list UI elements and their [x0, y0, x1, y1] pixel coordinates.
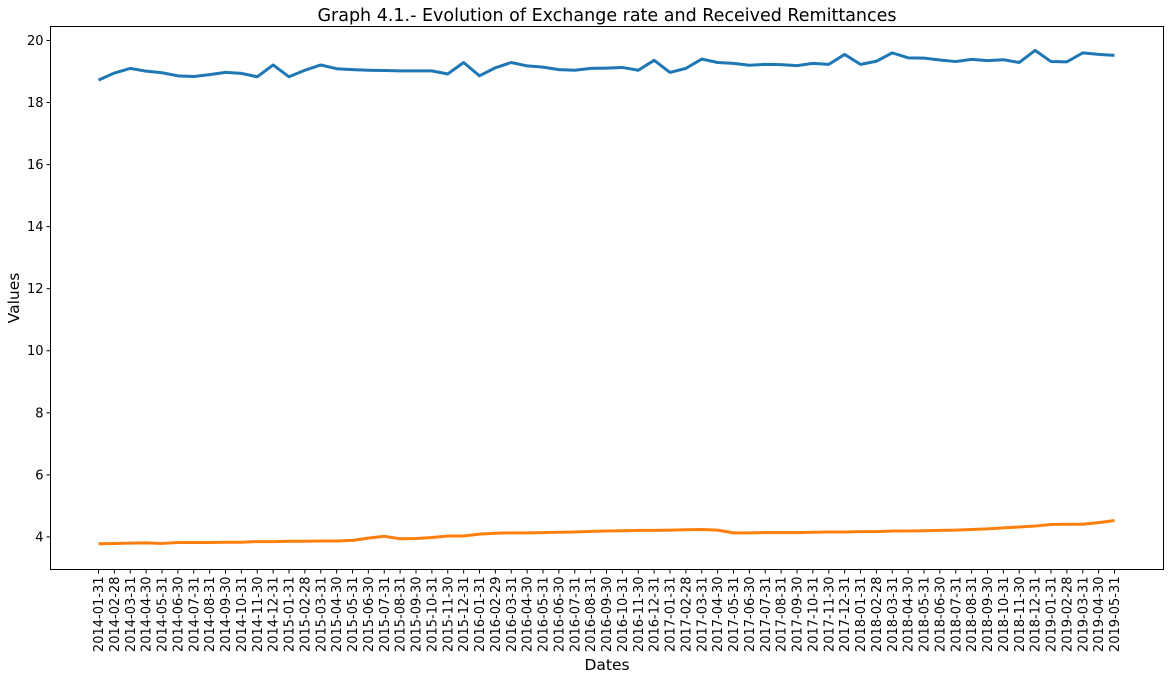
x-tick-label: 2017-12-31 — [838, 577, 853, 653]
y-tick-label: 10 — [27, 344, 44, 359]
x-tick-label: 2014-02-28 — [108, 577, 123, 653]
x-tick-label: 2017-02-28 — [679, 577, 694, 653]
x-tick-label: 2018-12-31 — [1029, 577, 1044, 653]
x-tick-label: 2016-10-31 — [616, 577, 631, 653]
x-tick-label: 2014-08-31 — [203, 577, 218, 653]
x-tick-label: 2015-12-31 — [457, 577, 472, 653]
y-tick-label: 16 — [27, 158, 44, 173]
x-tick-label: 2016-02-29 — [489, 577, 504, 653]
x-tick-label: 2017-09-30 — [791, 577, 806, 653]
x-tick-label: 2018-04-30 — [902, 577, 917, 653]
x-tick-label: 2018-02-28 — [870, 577, 885, 653]
series-line-1 — [97, 48, 1115, 82]
x-tick-label: 2018-05-31 — [918, 577, 933, 653]
x-tick-label: 2018-06-30 — [933, 577, 948, 653]
x-tick-label: 2017-08-31 — [775, 577, 790, 653]
x-tick-label: 2017-04-30 — [711, 577, 726, 653]
y-axis-label: Values — [5, 273, 23, 324]
y-axis: 4 6 8 10 12 14 16 18 20 — [27, 34, 51, 545]
x-tick-label: 2015-06-30 — [362, 577, 377, 653]
axes-frame — [50, 26, 1164, 570]
x-tick-label: 2018-08-31 — [965, 577, 980, 653]
x-tick-label: 2014-03-31 — [124, 577, 139, 653]
x-tick-label: 2018-10-31 — [997, 577, 1012, 653]
y-tick-label: 18 — [27, 96, 44, 111]
y-tick-label: 8 — [35, 406, 43, 421]
x-tick-label: 2016-12-31 — [648, 577, 663, 653]
x-tick-label: 2015-10-31 — [425, 577, 440, 653]
chart-title: Graph 4.1.- Evolution of Exchange rate a… — [317, 6, 896, 26]
x-tick-label: 2018-07-31 — [949, 577, 964, 653]
x-tick-label: 2015-05-31 — [346, 577, 361, 653]
x-tick-label: 2017-01-31 — [664, 577, 679, 653]
x-tick-label: 2014-07-31 — [187, 577, 202, 653]
x-tick-label: 2017-11-30 — [822, 577, 837, 653]
x-tick-label: 2016-11-30 — [632, 577, 647, 653]
x-tick-label: 2016-08-31 — [584, 577, 599, 653]
x-tick-label: 2014-01-31 — [92, 577, 107, 653]
y-tick-label: 20 — [27, 34, 44, 49]
x-tick-label: 2015-07-31 — [378, 577, 393, 653]
x-tick-label: 2014-06-30 — [171, 577, 186, 653]
x-tick-label: 2014-09-30 — [219, 577, 234, 653]
x-tick-label: 2016-01-31 — [473, 577, 488, 653]
x-tick-label: 2018-09-30 — [981, 577, 996, 653]
x-tick-label: 2015-01-31 — [283, 577, 298, 653]
y-tick-label: 6 — [35, 468, 43, 483]
x-tick-label: 2014-11-30 — [251, 577, 266, 653]
x-tick-label: 2015-09-30 — [410, 577, 425, 653]
x-tick-label: 2015-04-30 — [330, 577, 345, 653]
x-tick-label: 2017-06-30 — [743, 577, 758, 653]
x-tick-label: 2016-06-30 — [552, 577, 567, 653]
x-tick-label: 2015-08-31 — [394, 577, 409, 653]
x-tick-label: 2016-05-31 — [537, 577, 552, 653]
x-tick-label: 2017-07-31 — [759, 577, 774, 653]
y-tick-label: 14 — [27, 220, 44, 235]
x-tick-label: 2018-11-30 — [1013, 577, 1028, 653]
x-tick-label: 2015-02-28 — [298, 577, 313, 653]
x-tick-label: 2014-05-31 — [156, 577, 171, 653]
x-tick-label: 2019-04-30 — [1092, 577, 1107, 653]
x-tick-label: 2019-05-31 — [1108, 577, 1123, 653]
x-tick-label: 2016-09-30 — [600, 577, 615, 653]
x-tick-label: 2014-04-30 — [140, 577, 155, 653]
x-tick-label: 2015-03-31 — [314, 577, 329, 653]
x-tick-label: 2014-10-31 — [235, 577, 250, 653]
plot-area — [97, 48, 1115, 546]
x-tick-label: 2019-02-28 — [1060, 577, 1075, 653]
x-tick-label: 2016-07-31 — [568, 577, 583, 653]
x-tick-label: 2017-03-31 — [695, 577, 710, 653]
y-tick-label: 12 — [27, 282, 44, 297]
x-tick-label: 2015-11-30 — [441, 577, 456, 653]
x-axis-label: Dates — [584, 656, 629, 674]
x-tick-label: 2019-03-31 — [1076, 577, 1091, 653]
x-tick-label: 2018-03-31 — [886, 577, 901, 653]
y-tick-label: 4 — [35, 530, 43, 545]
x-tick-label: 2016-04-30 — [521, 577, 536, 653]
x-tick-label: 2017-10-31 — [806, 577, 821, 653]
x-tick-label: 2016-03-31 — [505, 577, 520, 653]
x-tick-label: 2017-05-31 — [727, 577, 742, 653]
x-tick-label: 2014-12-31 — [267, 577, 282, 653]
x-axis: 2014-01-31 2014-02-28 2014-03-31 2014-04-30… — [92, 569, 1123, 653]
x-tick-label: 2019-01-31 — [1045, 577, 1060, 653]
x-tick-label: 2018-01-31 — [854, 577, 869, 653]
series-line-2 — [98, 518, 1115, 546]
